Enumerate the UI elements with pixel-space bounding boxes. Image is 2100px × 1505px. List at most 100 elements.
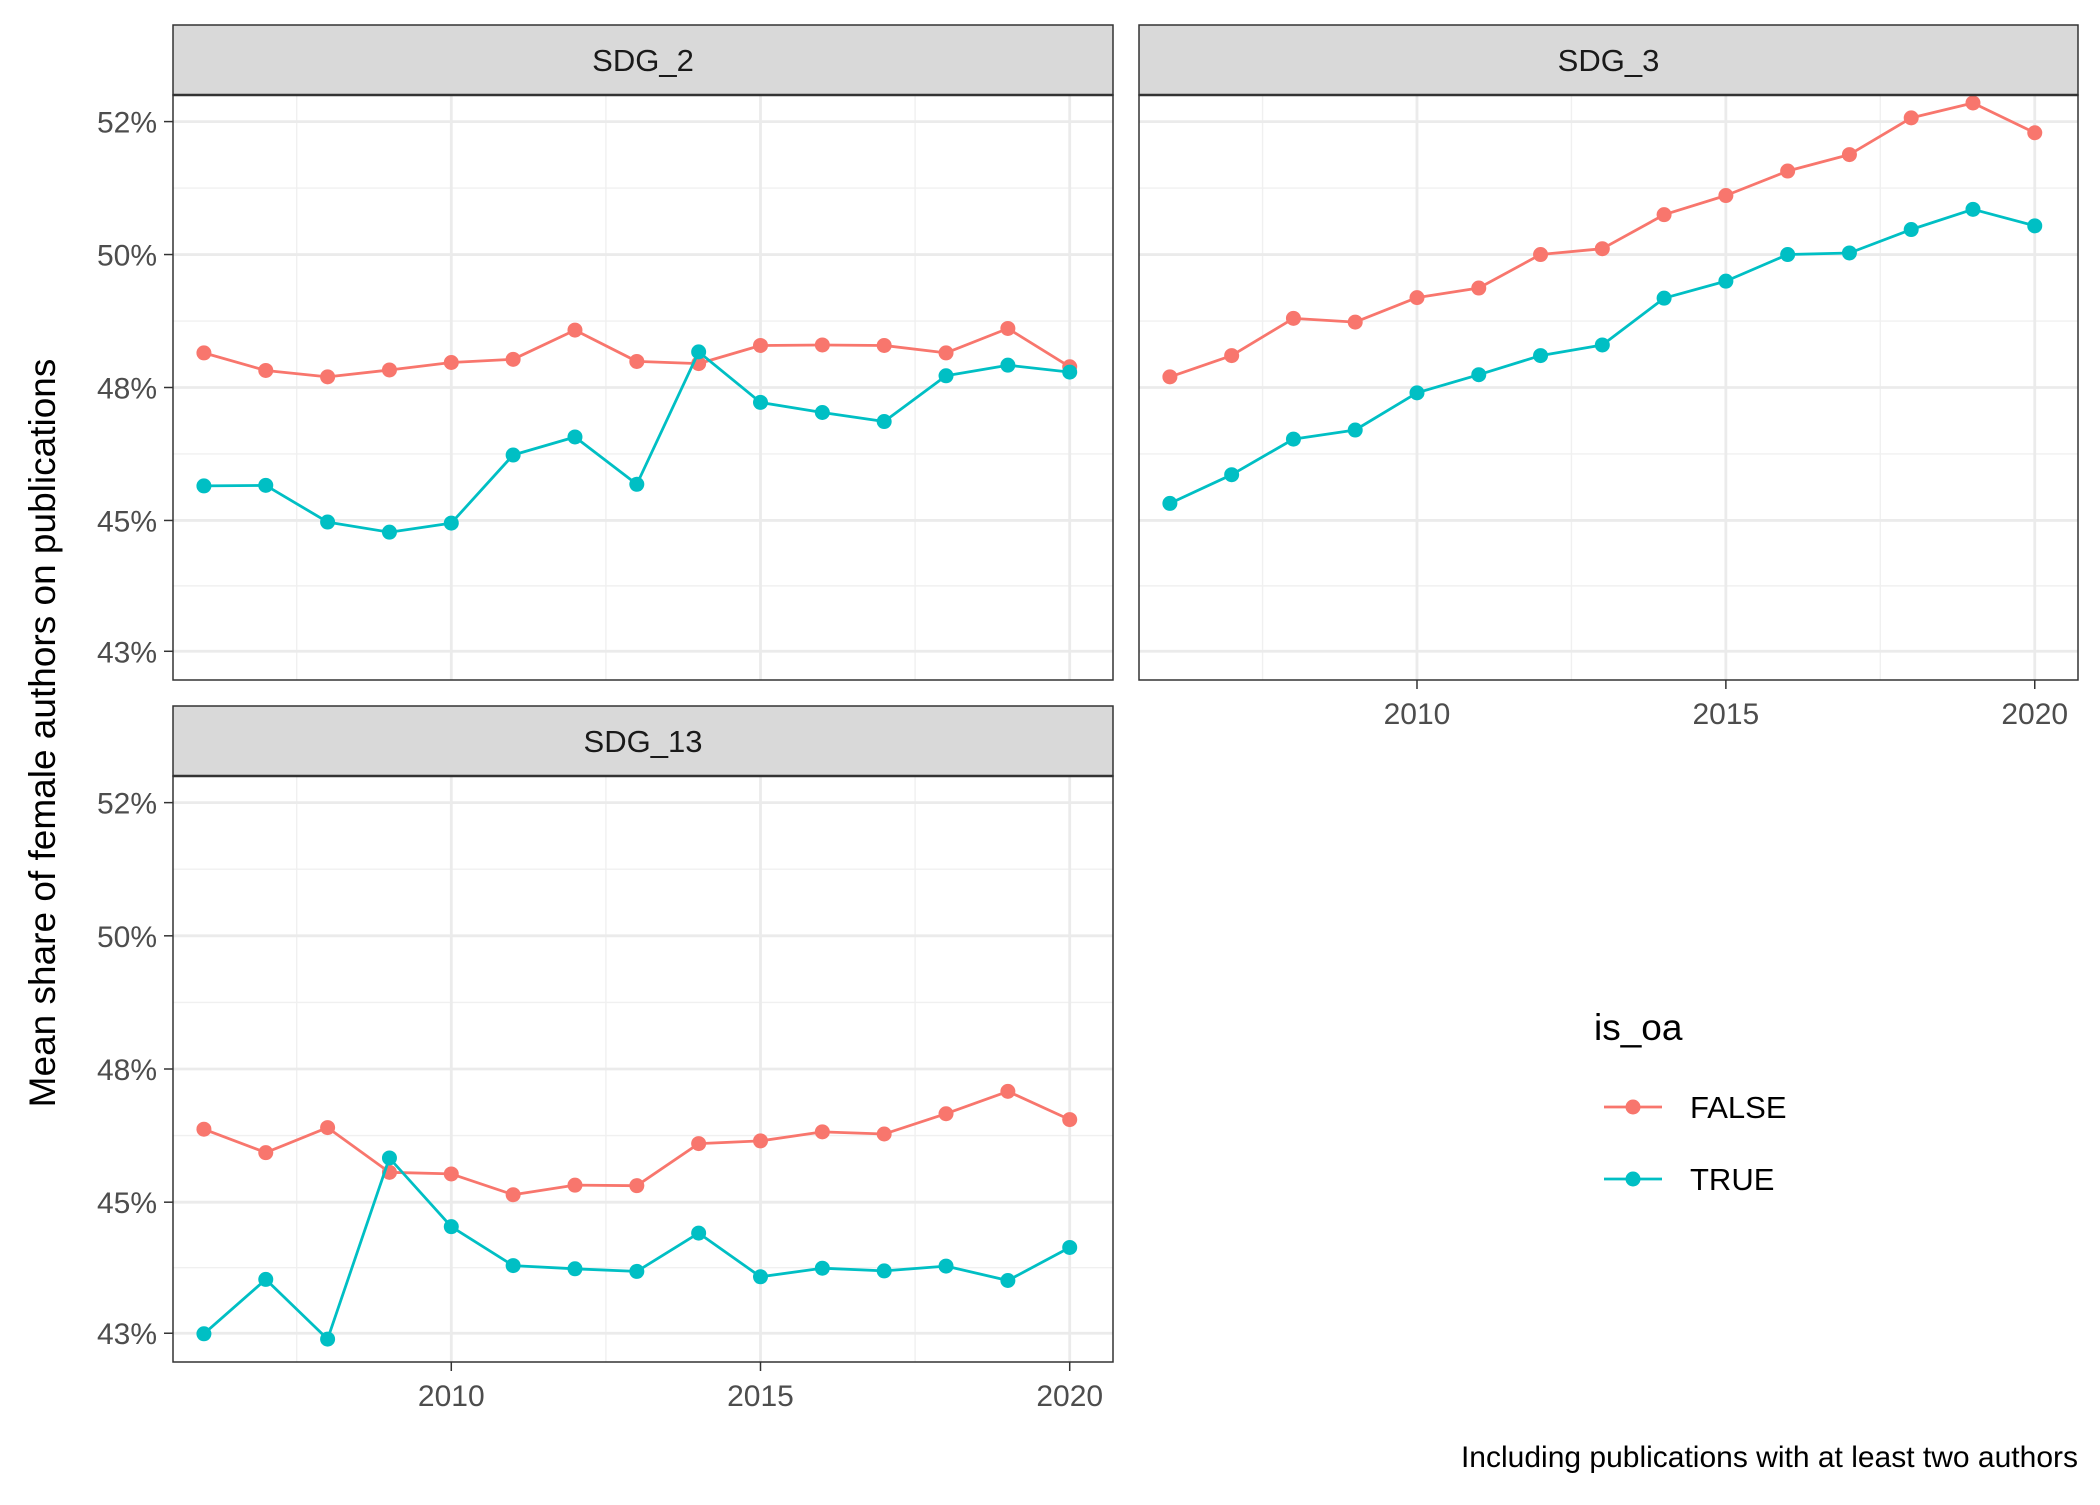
data-point — [505, 1258, 521, 1274]
data-point — [567, 322, 583, 338]
data-point — [814, 1124, 830, 1140]
x-tick-label: 2015 — [727, 1380, 794, 1413]
data-point — [381, 1150, 397, 1166]
y-tick-label: 45% — [97, 505, 157, 538]
legend-key-point — [1625, 1171, 1641, 1187]
facet-strip — [1138, 24, 2079, 96]
data-point — [2027, 125, 2043, 141]
data-point — [1224, 348, 1240, 364]
data-point — [505, 351, 521, 367]
data-point — [258, 1271, 274, 1287]
data-point — [381, 362, 397, 378]
data-point — [1841, 147, 1857, 163]
legend-label: TRUE — [1690, 1162, 1774, 1197]
data-point — [1162, 495, 1178, 511]
x-tick-label: 2020 — [1036, 1380, 1103, 1413]
data-point — [443, 1219, 459, 1235]
data-point — [876, 337, 892, 353]
data-point — [753, 1133, 768, 1149]
data-point — [691, 344, 707, 360]
data-point — [1965, 95, 1981, 111]
data-point — [505, 447, 521, 463]
data-point — [1162, 369, 1178, 385]
y-tick-label: 48% — [97, 373, 157, 406]
y-tick-label: 50% — [97, 240, 157, 273]
data-point — [1347, 422, 1363, 438]
data-point — [1656, 290, 1672, 306]
data-point — [876, 414, 892, 430]
chart-caption: Including publications with at least two… — [1461, 1441, 2078, 1474]
data-point — [1903, 222, 1919, 238]
y-tick-label: 43% — [97, 636, 157, 669]
data-point — [1285, 431, 1301, 447]
facet-strip-label: SDG_13 — [584, 724, 703, 759]
data-point — [753, 394, 768, 410]
data-point — [320, 1331, 336, 1347]
data-point — [320, 1120, 336, 1136]
data-point — [876, 1126, 892, 1142]
data-point — [753, 337, 768, 353]
data-point — [753, 1269, 768, 1285]
data-point — [1000, 357, 1016, 373]
facet-strip-label: SDG_2 — [592, 43, 694, 78]
data-point — [1062, 364, 1078, 380]
legend-label: FALSE — [1690, 1090, 1787, 1125]
data-point — [1409, 290, 1425, 306]
x-tick-label: 2015 — [1693, 698, 1760, 731]
y-axis-title: Mean share of female authors on publicat… — [22, 359, 63, 1108]
data-point — [1718, 273, 1734, 289]
data-point — [1903, 110, 1919, 126]
data-point — [1000, 1083, 1016, 1099]
data-point — [1594, 337, 1610, 353]
data-point — [1533, 348, 1549, 364]
legend-key-point — [1625, 1099, 1641, 1115]
data-point — [1594, 241, 1610, 257]
legend-title: is_oa — [1594, 1007, 1683, 1048]
data-point — [196, 1121, 212, 1137]
data-point — [1780, 247, 1796, 263]
data-point — [629, 476, 645, 492]
data-point — [443, 355, 459, 371]
data-point — [1000, 320, 1016, 336]
x-tick-label: 2010 — [1384, 698, 1451, 731]
data-point — [1471, 367, 1487, 383]
data-point — [1285, 310, 1301, 326]
data-point — [567, 1177, 583, 1193]
data-point — [691, 1225, 707, 1241]
data-point — [938, 1258, 954, 1274]
data-point — [629, 1263, 645, 1279]
data-point — [1224, 467, 1240, 483]
data-point — [938, 1106, 954, 1122]
data-point — [814, 404, 830, 420]
y-tick-label: 52% — [97, 788, 157, 821]
data-point — [443, 1166, 459, 1182]
data-point — [629, 353, 645, 369]
data-point — [1656, 207, 1672, 223]
data-point — [505, 1187, 521, 1203]
data-point — [938, 368, 954, 384]
data-point — [320, 514, 336, 530]
data-point — [258, 362, 274, 378]
data-point — [814, 1260, 830, 1276]
data-point — [443, 515, 459, 531]
data-point — [1718, 188, 1734, 204]
y-tick-label: 48% — [97, 1054, 157, 1087]
data-point — [2027, 218, 2043, 234]
data-point — [1409, 385, 1425, 401]
y-tick-label: 50% — [97, 921, 157, 954]
data-point — [1841, 245, 1857, 261]
data-point — [691, 1136, 707, 1152]
data-point — [381, 524, 397, 540]
data-point — [567, 429, 583, 445]
y-tick-label: 45% — [97, 1187, 157, 1220]
facet-strip-label: SDG_3 — [1558, 43, 1660, 78]
data-point — [1000, 1272, 1016, 1288]
data-point — [567, 1261, 583, 1277]
x-tick-label: 2020 — [2001, 698, 2068, 731]
data-point — [814, 337, 830, 353]
data-point — [1780, 163, 1796, 179]
data-point — [876, 1263, 892, 1279]
data-point — [258, 477, 274, 493]
